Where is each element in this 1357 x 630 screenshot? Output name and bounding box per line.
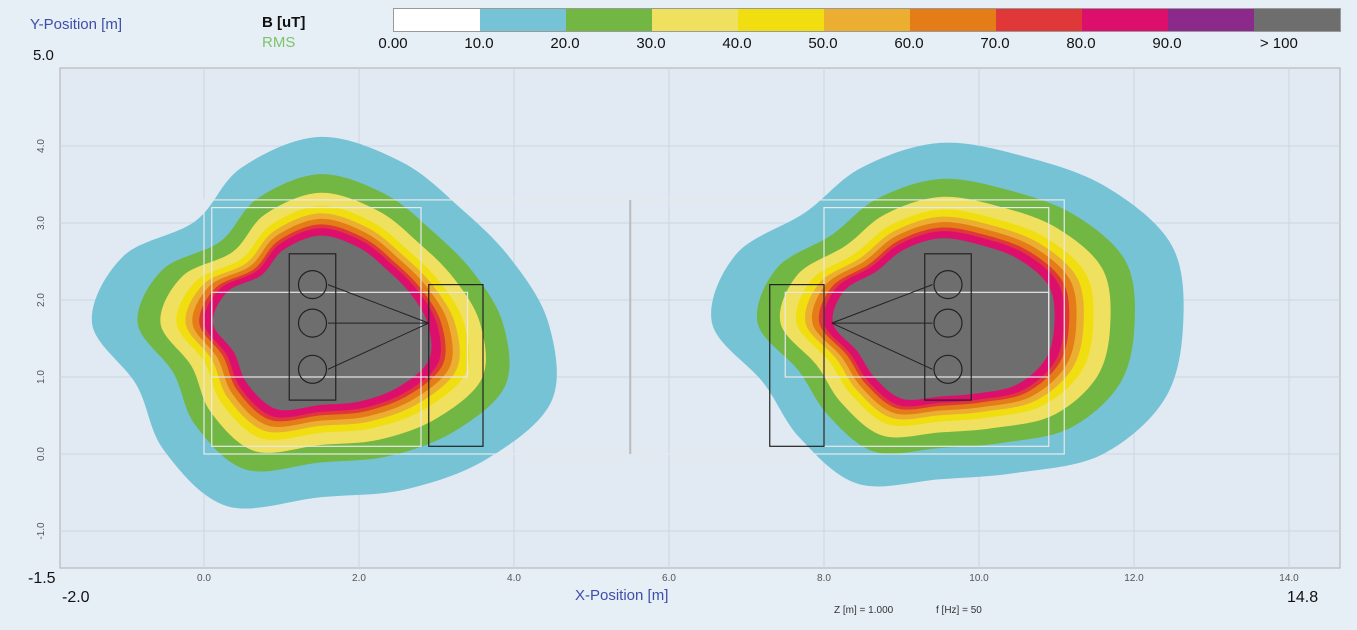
x-tick-label: 10.0 bbox=[969, 573, 989, 584]
colorbar-legend bbox=[393, 8, 1341, 32]
colorbar-tick-label: 10.0 bbox=[464, 35, 494, 52]
y-tick-label: 4.0 bbox=[36, 139, 47, 153]
coil-symbol bbox=[297, 354, 328, 384]
conductor-line bbox=[327, 284, 429, 324]
coil-symbol bbox=[297, 308, 328, 338]
coil-symbol bbox=[297, 270, 328, 300]
y-tick-label: 0.0 bbox=[36, 447, 47, 461]
colorbar-swatch bbox=[996, 9, 1082, 31]
colorbar-tick-label: 50.0 bbox=[808, 35, 838, 52]
x-max-label: 14.8 bbox=[1287, 589, 1319, 606]
colorbar-tick-label: 40.0 bbox=[722, 35, 752, 52]
contour-band-right bbox=[832, 238, 1055, 400]
colorbar-swatch bbox=[1168, 9, 1254, 31]
equipment-outline bbox=[428, 284, 484, 447]
coil-symbol bbox=[933, 354, 963, 384]
mode-label: RMS bbox=[262, 34, 296, 51]
colorbar-tick-label: 70.0 bbox=[980, 35, 1010, 52]
colorbar-swatch bbox=[652, 9, 738, 31]
colorbar-tick-label: 60.0 bbox=[894, 35, 924, 52]
axis-ticks: 0.0 2.0 4.0 6.0 8.0 10.0 12.0 14.0 4.0 3.0 2.0 1.0 0… bbox=[36, 139, 1299, 584]
colorbar-swatch bbox=[394, 9, 480, 31]
y-axis-label: Y-Position [m] bbox=[30, 16, 122, 33]
conductor-line bbox=[327, 322, 429, 370]
x-tick-label: 4.0 bbox=[507, 573, 521, 584]
equipment-outlines bbox=[203, 199, 1065, 455]
y-tick-label: 3.0 bbox=[36, 216, 47, 230]
frequency-readout: f [Hz] = 50 bbox=[936, 605, 982, 616]
equipment-outline bbox=[288, 253, 337, 401]
y-tick-label: 2.0 bbox=[36, 293, 47, 307]
x-axis-label: X-Position [m] bbox=[575, 587, 669, 604]
y-tick-label: -1.0 bbox=[36, 522, 47, 540]
equipment-outline bbox=[784, 291, 1050, 378]
y-tick-label: 1.0 bbox=[36, 370, 47, 384]
equipment-outline bbox=[769, 284, 825, 447]
conductor-line bbox=[831, 322, 933, 370]
colorbar-swatch bbox=[1082, 9, 1168, 31]
colorbar-swatch bbox=[566, 9, 652, 31]
equipment-outline bbox=[211, 291, 469, 378]
colorbar-tick-label: 30.0 bbox=[636, 35, 666, 52]
y-max-label: 5.0 bbox=[33, 47, 54, 64]
y-min-label: -1.5 bbox=[28, 570, 56, 587]
contour-band-left bbox=[212, 235, 432, 411]
coil-symbol bbox=[933, 308, 963, 338]
z-position-readout: Z [m] = 1.000 bbox=[834, 605, 894, 616]
x-tick-label: 12.0 bbox=[1124, 573, 1144, 584]
x-tick-label: 0.0 bbox=[197, 573, 211, 584]
colorbar-swatch bbox=[738, 9, 824, 31]
x-tick-label: 6.0 bbox=[662, 573, 676, 584]
x-tick-label: 2.0 bbox=[352, 573, 366, 584]
colorbar-swatch bbox=[910, 9, 996, 31]
equipment-outline bbox=[924, 253, 972, 401]
x-min-label: -2.0 bbox=[62, 589, 90, 606]
conductor-line bbox=[831, 284, 933, 324]
colorbar-swatch bbox=[824, 9, 910, 31]
unit-label: B [uT] bbox=[262, 14, 306, 31]
colorbar-swatch bbox=[1254, 9, 1340, 31]
colorbar-tick-label: 90.0 bbox=[1152, 35, 1182, 52]
x-tick-label: 8.0 bbox=[817, 573, 831, 584]
colorbar-tick-label: 20.0 bbox=[550, 35, 580, 52]
colorbar-swatch bbox=[480, 9, 566, 31]
colorbar-tick-label: 80.0 bbox=[1066, 35, 1096, 52]
coil-symbol bbox=[933, 270, 963, 300]
colorbar-tick-label: 0.00 bbox=[378, 35, 408, 52]
contour-layers bbox=[91, 136, 1184, 509]
colorbar-tick-label: > 100 bbox=[1259, 35, 1298, 52]
x-tick-label: 14.0 bbox=[1279, 573, 1299, 584]
